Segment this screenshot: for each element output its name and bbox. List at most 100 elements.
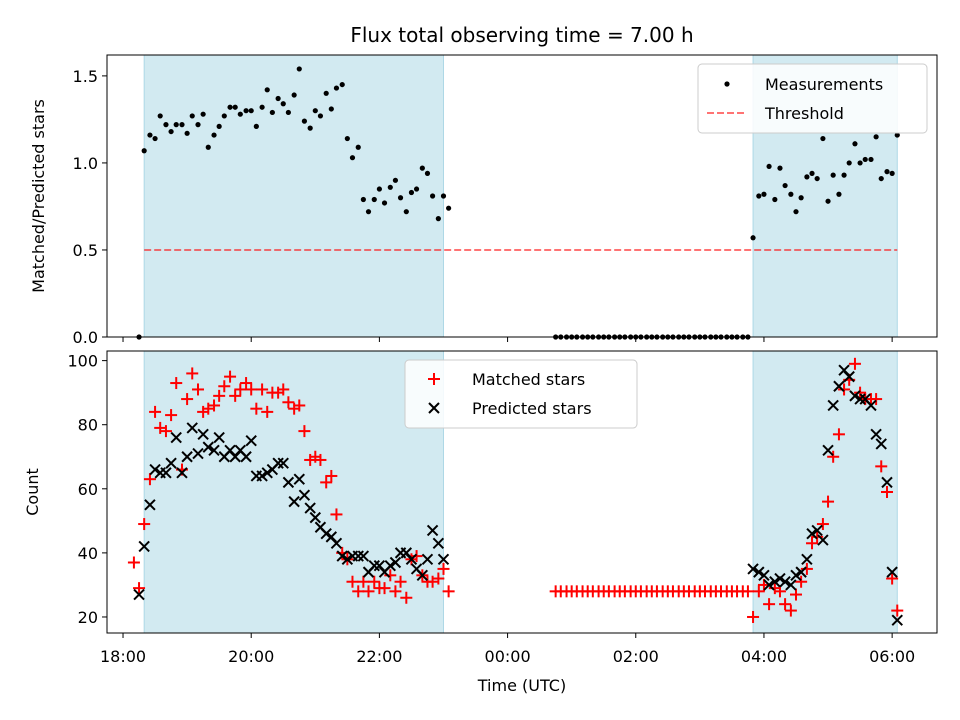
predicted-star-marker — [197, 428, 209, 441]
matched-star-marker — [795, 575, 808, 588]
matched-star-marker — [838, 383, 851, 396]
measurement-point — [365, 209, 372, 215]
x-tick-label: 22:00 — [356, 647, 402, 666]
measurement-point — [830, 172, 836, 178]
predicted-star-marker — [330, 537, 343, 549]
measurement-point — [841, 172, 847, 178]
measurement-point — [360, 196, 366, 203]
legend-marker-measurements — [724, 81, 730, 87]
predicted-star-marker — [309, 511, 322, 524]
matched-star-marker — [741, 585, 754, 598]
predicted-star-marker — [822, 444, 834, 457]
matched-star-marker — [218, 380, 231, 393]
measurement-point — [301, 118, 308, 124]
x-tick-label: 02:00 — [613, 647, 659, 666]
measurement-point — [814, 175, 820, 182]
matched-star-marker — [314, 453, 327, 466]
measurement-point — [296, 66, 302, 72]
predicted-star-marker — [256, 470, 268, 482]
predicted-star-marker — [357, 550, 370, 562]
measurement-point — [825, 198, 831, 204]
measurement-point — [392, 177, 399, 183]
bottom-points — [127, 357, 904, 626]
predicted-star-marker — [384, 559, 396, 572]
matched-star-marker — [747, 610, 760, 623]
predicted-star-marker — [763, 579, 775, 591]
measurement-point — [798, 195, 804, 201]
predicted-star-marker — [881, 476, 893, 489]
predicted-star-marker — [213, 431, 225, 444]
measurement-point — [248, 108, 254, 114]
y-tick-label: 80 — [78, 416, 98, 435]
predicted-star-marker — [426, 524, 439, 537]
matched-star-marker — [378, 582, 391, 595]
predicted-star-marker — [389, 556, 402, 569]
predicted-star-marker — [165, 457, 177, 469]
measurement-point — [408, 189, 415, 196]
matched-star-marker — [256, 383, 269, 396]
legend-marker-predicted — [428, 402, 440, 414]
predicted-star-marker — [790, 569, 802, 582]
predicted-star-marker — [774, 572, 786, 585]
matched-star-marker — [234, 383, 247, 396]
predicted-star-marker — [341, 553, 354, 566]
matched-star-marker — [138, 518, 151, 531]
measurement-point — [291, 92, 297, 98]
bottom-y-axis-label: Count — [23, 468, 42, 516]
measurement-point — [355, 144, 361, 150]
y-tick-label: 60 — [78, 480, 98, 499]
y-tick-label: 100 — [67, 352, 98, 371]
matched-star-marker — [293, 399, 306, 412]
matched-star-marker — [325, 469, 338, 482]
measurement-point — [211, 132, 217, 138]
matched-star-marker — [261, 405, 274, 418]
matched-star-marker — [277, 383, 290, 396]
predicted-star-marker — [170, 431, 182, 444]
matched-star-marker — [357, 575, 370, 588]
legend-label-predicted: Predicted stars — [472, 399, 592, 418]
predicted-star-marker — [320, 527, 332, 540]
measurement-point — [836, 191, 842, 197]
matched-star-marker — [832, 428, 845, 441]
measurement-point — [312, 108, 318, 114]
bottom-shading — [143, 350, 898, 634]
matched-star-marker — [389, 585, 402, 598]
matched-star-marker — [773, 585, 786, 598]
predicted-star-marker — [293, 473, 305, 485]
measurement-point — [756, 193, 762, 199]
measurement-point — [862, 156, 868, 163]
top-legend-box — [697, 63, 928, 134]
predicted-star-marker — [160, 467, 172, 479]
matched-star-marker — [181, 393, 194, 406]
shaded-interval — [752, 350, 898, 634]
measurement-point — [184, 130, 190, 136]
predicted-star-marker — [240, 451, 252, 463]
predicted-star-marker — [208, 444, 220, 457]
matched-star-marker — [346, 575, 359, 588]
bottom-legend-box — [404, 359, 638, 429]
matched-star-marker — [330, 508, 343, 521]
measurement-point — [884, 169, 890, 175]
predicted-star-marker — [758, 569, 770, 582]
matched-star-marker — [410, 550, 423, 563]
predicted-star-marker — [785, 579, 797, 591]
matched-star-marker — [394, 575, 407, 588]
bottom-x-ticks: 18:00 20:00 22:00 00:00 02:00 04:00 06:00 — [100, 633, 915, 666]
measurement-point — [173, 122, 179, 128]
predicted-star-marker — [833, 380, 845, 392]
bottom-panel: 20 40 60 80 100 18:00 20:00 22:00 00:00 02:00 04:… — [23, 350, 938, 695]
predicted-star-marker — [261, 467, 273, 479]
predicted-star-marker — [849, 390, 861, 402]
predicted-star-marker — [149, 463, 161, 476]
measurement-point — [750, 235, 756, 241]
top-x-ticks — [122, 337, 893, 342]
measurement-point — [809, 170, 815, 176]
measurement-point — [200, 111, 206, 117]
matched-star-marker — [875, 460, 888, 473]
predicted-star-marker — [272, 457, 284, 469]
measurement-point — [168, 128, 174, 135]
matched-star-marker — [789, 588, 802, 601]
y-tick-label: 1.0 — [73, 154, 98, 173]
matched-star-marker — [213, 389, 226, 402]
predicted-star-marker — [133, 588, 145, 601]
